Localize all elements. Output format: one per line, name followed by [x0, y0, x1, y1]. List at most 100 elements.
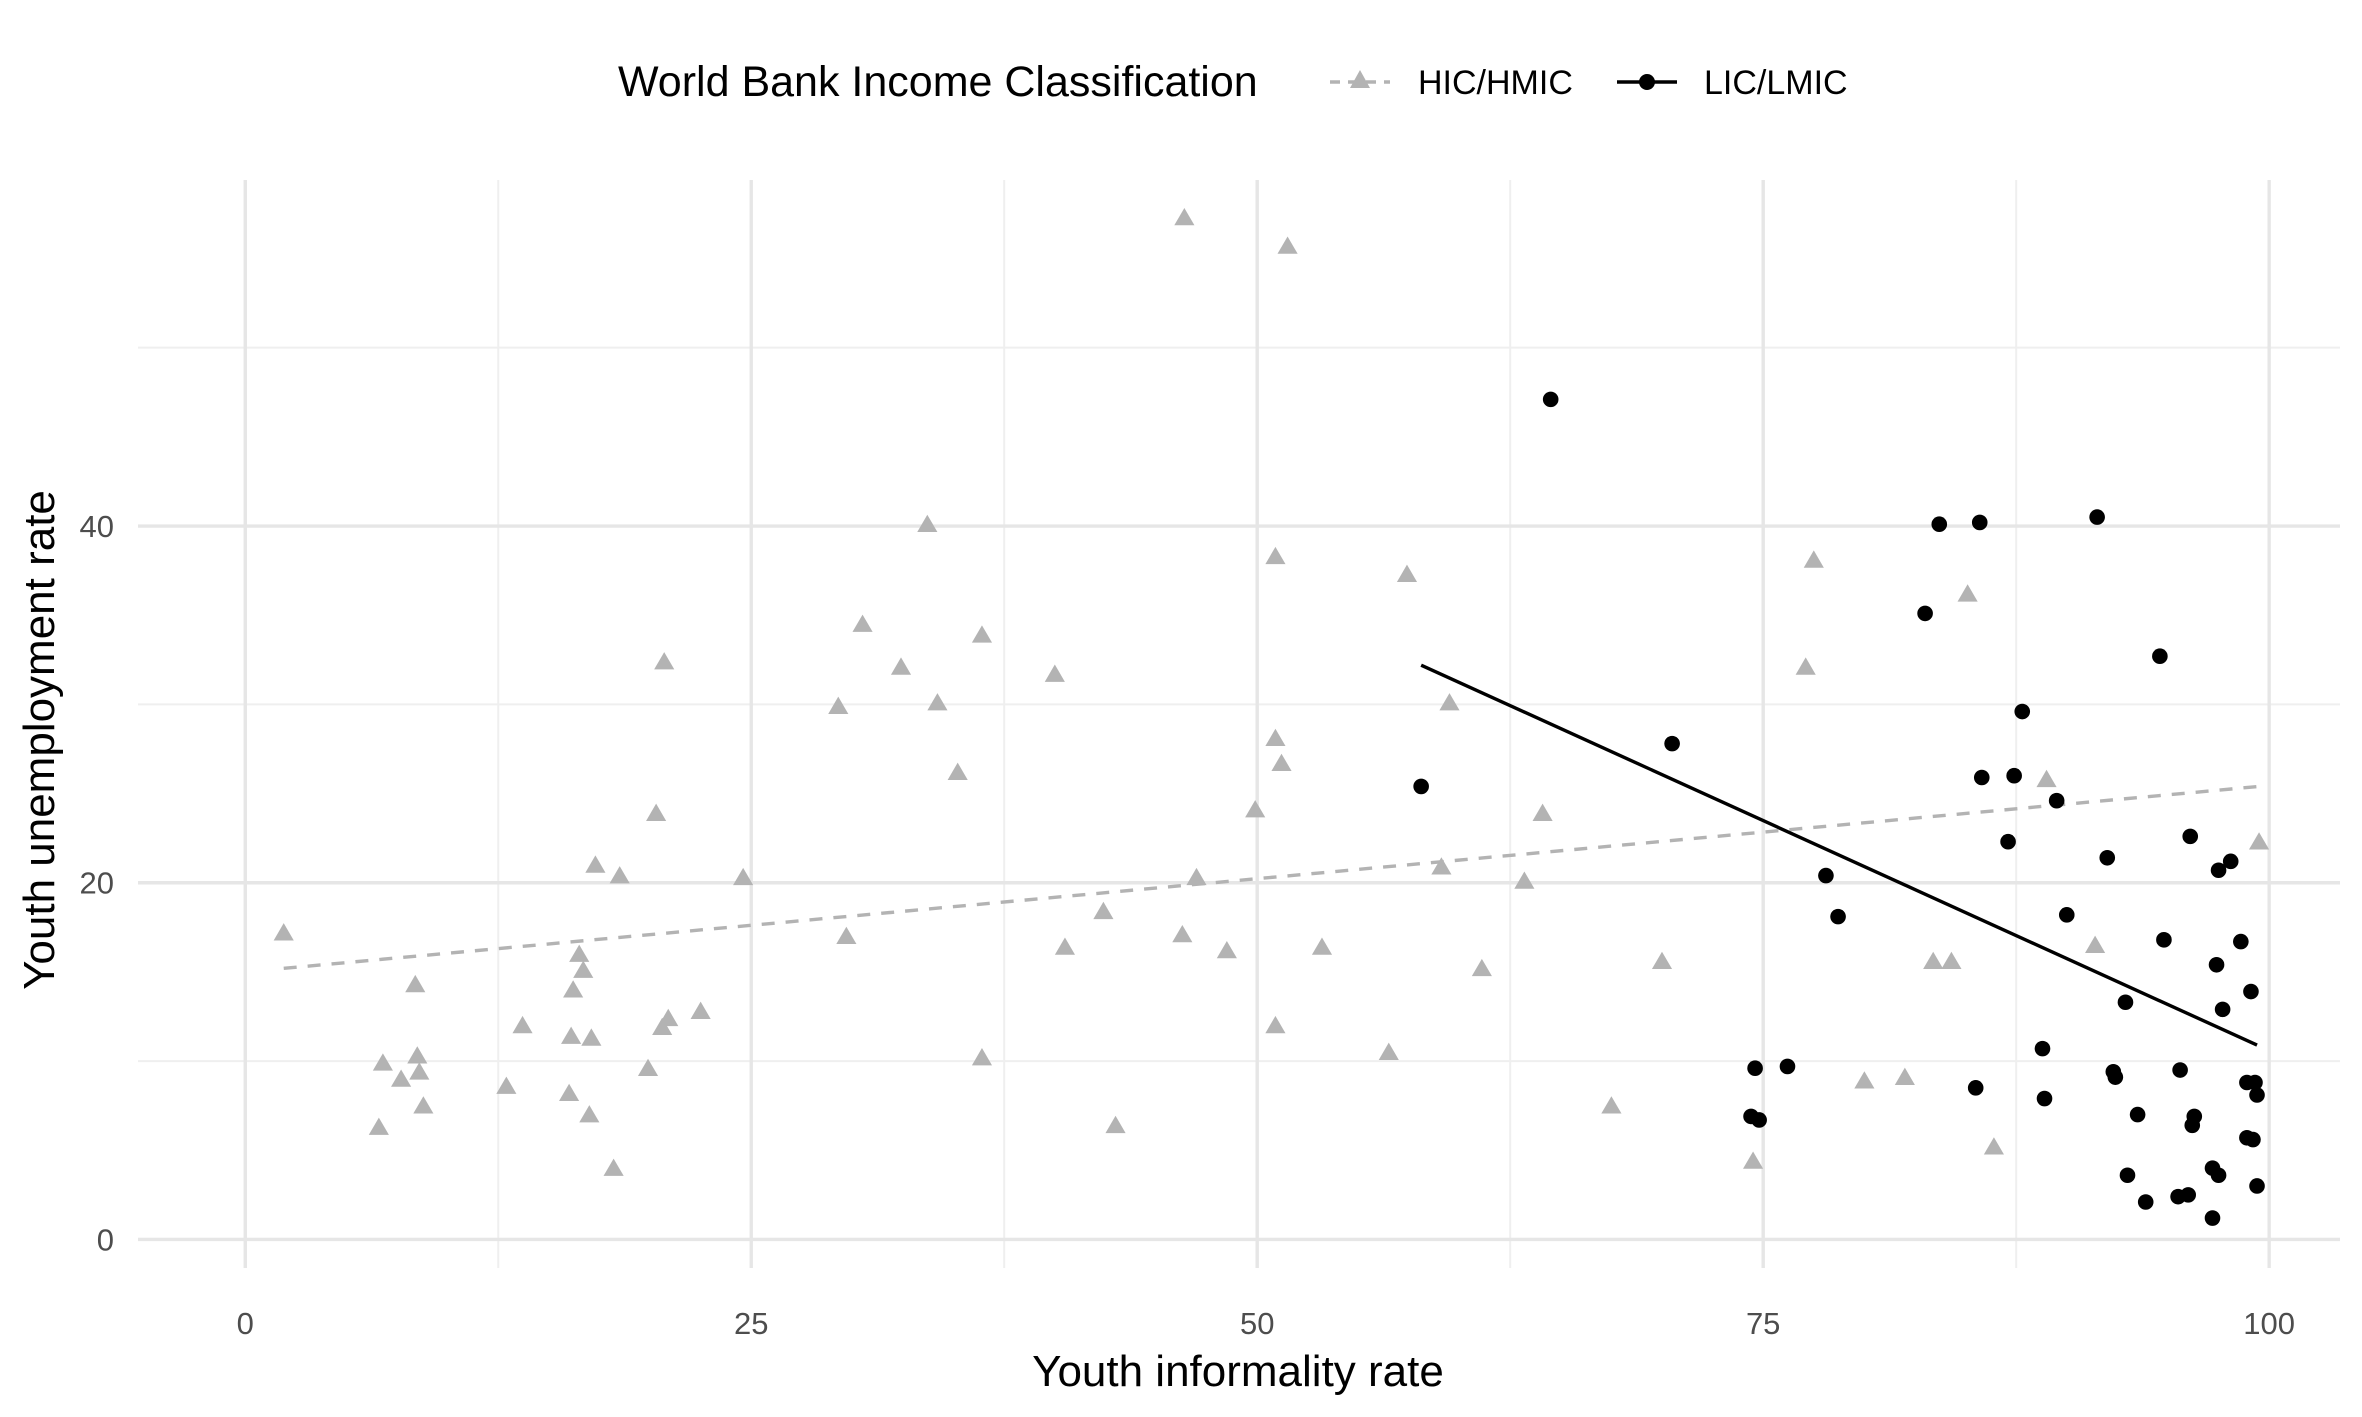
data-point-circle [2210, 862, 2227, 879]
data-point-circle [2210, 1167, 2227, 1184]
x-tick-label: 100 [2243, 1306, 2295, 1341]
y-tick-label: 20 [80, 866, 114, 901]
data-point-circle [1917, 605, 1933, 622]
data-point-circle [2152, 648, 2168, 665]
data-point-circle [2245, 1131, 2261, 1148]
data-point-circle [2249, 1087, 2265, 1103]
data-point-triangle [1265, 728, 1286, 747]
data-point-circle [1967, 1080, 1984, 1096]
data-point-triangle [828, 696, 849, 714]
data-point-circle [2119, 1167, 2136, 1184]
grid [138, 180, 2340, 1268]
data-point-triangle [579, 1105, 600, 1123]
data-point-circle [2014, 703, 2031, 720]
data-point-circle [2000, 833, 2016, 850]
data-point-circle [2204, 1210, 2221, 1226]
data-point-triangle [581, 1028, 602, 1046]
data-point-triangle [1803, 550, 1824, 568]
x-tick-label: 25 [734, 1306, 768, 1341]
data-point-circle [2214, 1001, 2231, 1018]
data-point-triangle [1795, 657, 1816, 675]
data-point-circle [2036, 1090, 2053, 1107]
data-point-triangle [654, 652, 675, 670]
data-point-triangle [1983, 1137, 2004, 1155]
data-point-triangle [2036, 769, 2057, 788]
legend-item-lic-lmic: LIC/LMIC [1617, 64, 1848, 102]
data-point-triangle [646, 803, 667, 821]
data-point-circle [1747, 1060, 1763, 1077]
x-tick-label: 50 [1240, 1306, 1274, 1341]
data-point-triangle [1742, 1151, 1764, 1169]
legend-item-hic-hmic: HIC/HMIC [1330, 64, 1573, 102]
data-point-triangle [561, 1026, 582, 1044]
data-point-triangle [496, 1076, 517, 1094]
trend-line-dashed [283, 784, 2260, 971]
x-tick-label: 75 [1746, 1306, 1780, 1341]
data-point-circle [2129, 1106, 2146, 1123]
data-point-triangle [658, 1008, 679, 1027]
data-point-circle [2117, 994, 2134, 1011]
data-point-circle [2182, 828, 2199, 845]
data-point-circle [1830, 908, 1846, 925]
y-axis-ticks: 0 20 40 [80, 509, 114, 1257]
data-point-circle [2107, 1069, 2124, 1085]
data-point-circle [2058, 907, 2075, 923]
data-point-triangle [1378, 1042, 1399, 1060]
data-point-triangle [409, 1062, 430, 1080]
data-point-circle [2048, 792, 2065, 809]
data-point-triangle [372, 1053, 393, 1071]
legend-label-lic-lmic: LIC/LMIC [1704, 64, 1848, 102]
data-point-triangle [1532, 803, 1553, 821]
trendlines [283, 663, 2260, 1047]
data-point-triangle [1216, 941, 1237, 959]
data-point-triangle [947, 762, 968, 780]
data-point-triangle [1044, 664, 1065, 682]
data-point-triangle [1601, 1096, 1622, 1114]
trend-line-solid [1420, 663, 2258, 1047]
triangle-icon [1350, 70, 1370, 88]
data-point-triangle [405, 974, 426, 993]
data-point-triangle [690, 1001, 711, 1019]
data-point-triangle [836, 926, 857, 945]
data-point-triangle [1186, 867, 1207, 886]
data-point-triangle [1471, 958, 1492, 977]
legend-title: World Bank Income Classification [618, 58, 1258, 106]
data-point-circle [1542, 391, 1559, 408]
circle-icon [1639, 74, 1655, 90]
data-point-triangle [273, 923, 294, 941]
data-point-circle [2156, 932, 2172, 948]
data-point-circle [2222, 853, 2239, 870]
data-point-circle [2089, 509, 2105, 525]
data-point-triangle [1172, 924, 1193, 943]
data-point-triangle [573, 960, 594, 978]
data-point-circle [1779, 1058, 1796, 1075]
data-point-circle [2243, 983, 2259, 1000]
data-point-circle [2186, 1108, 2203, 1125]
data-point-triangle [1054, 937, 1076, 955]
data-points [273, 207, 2270, 1226]
data-point-circle [2172, 1062, 2188, 1078]
data-point-triangle [368, 1117, 389, 1135]
y-axis-title: Youth unemployment rate [15, 490, 64, 990]
data-point-circle [1413, 778, 1429, 795]
data-point-triangle [971, 625, 993, 643]
data-point-circle [1751, 1112, 1767, 1128]
data-point-circle [2247, 1074, 2263, 1091]
data-point-circle [1973, 769, 1990, 786]
data-point-triangle [1174, 207, 1195, 226]
data-point-triangle [413, 1096, 434, 1114]
data-point-triangle [1093, 901, 1114, 920]
data-point-triangle [852, 614, 873, 632]
data-point-triangle [2085, 935, 2106, 953]
data-point-triangle [603, 1158, 624, 1176]
data-point-circle [2233, 933, 2249, 950]
data-point-triangle [585, 855, 606, 873]
data-point-triangle [1957, 584, 1978, 602]
data-point-triangle [1396, 564, 1418, 582]
data-point-triangle [1245, 800, 1266, 818]
data-point-triangle [1311, 937, 1333, 955]
data-point-triangle [563, 980, 584, 998]
data-point-triangle [1265, 546, 1286, 565]
data-point-circle [1664, 735, 1680, 752]
